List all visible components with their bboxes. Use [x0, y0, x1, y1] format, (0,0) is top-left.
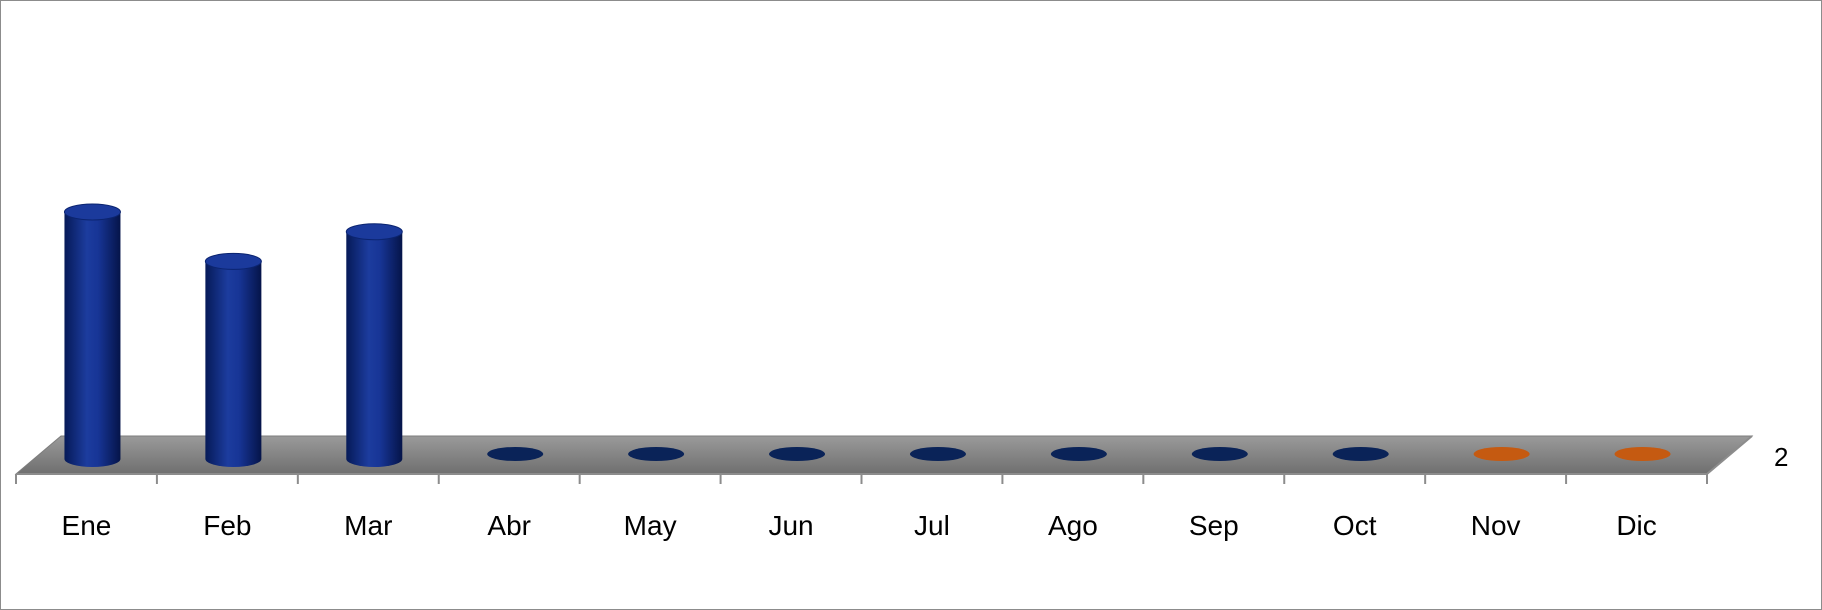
bar-body	[346, 231, 403, 467]
bar-body	[64, 212, 121, 467]
bar-abr	[487, 447, 544, 461]
bar-feb	[204, 252, 262, 467]
x-tick-label: Ago	[1048, 510, 1098, 541]
bar-jul	[909, 447, 966, 461]
bar-ago	[1050, 447, 1107, 461]
x-tick-label: Mar	[344, 510, 392, 541]
bar-top	[345, 223, 403, 241]
x-tick-label: Abr	[487, 510, 531, 541]
bar-base	[909, 447, 966, 461]
bar-oct	[1332, 447, 1389, 461]
x-tick-label: Ene	[62, 510, 112, 541]
x-tick-label: Dic	[1616, 510, 1656, 541]
bar-base	[487, 447, 544, 461]
x-tick-label: Nov	[1471, 510, 1521, 541]
bar-ene	[63, 203, 121, 467]
depth-axis-label: 2	[1774, 442, 1788, 472]
bar-base	[1332, 447, 1389, 461]
bar-sep	[1191, 447, 1248, 461]
bar-top	[63, 203, 121, 221]
x-tick-label: Sep	[1189, 510, 1239, 541]
bar-dic	[1614, 447, 1671, 461]
bar-base	[769, 447, 826, 461]
bar-top	[204, 252, 262, 270]
depth-axis-line	[1706, 435, 1753, 475]
x-tick-label: Jul	[914, 510, 950, 541]
bar-base	[628, 447, 685, 461]
x-tick-label: Feb	[203, 510, 251, 541]
bar-may	[628, 447, 685, 461]
bar-nov	[1473, 447, 1530, 461]
bar-jun	[769, 447, 826, 461]
bar-mar	[345, 223, 403, 467]
x-tick-label: Jun	[768, 510, 813, 541]
bar-body	[205, 261, 262, 467]
bar-base	[1050, 447, 1107, 461]
bar-base	[1614, 447, 1671, 461]
x-tick-label: Oct	[1333, 510, 1377, 541]
bar-base	[1191, 447, 1248, 461]
bar-base	[1473, 447, 1530, 461]
x-tick-label: May	[624, 510, 677, 541]
